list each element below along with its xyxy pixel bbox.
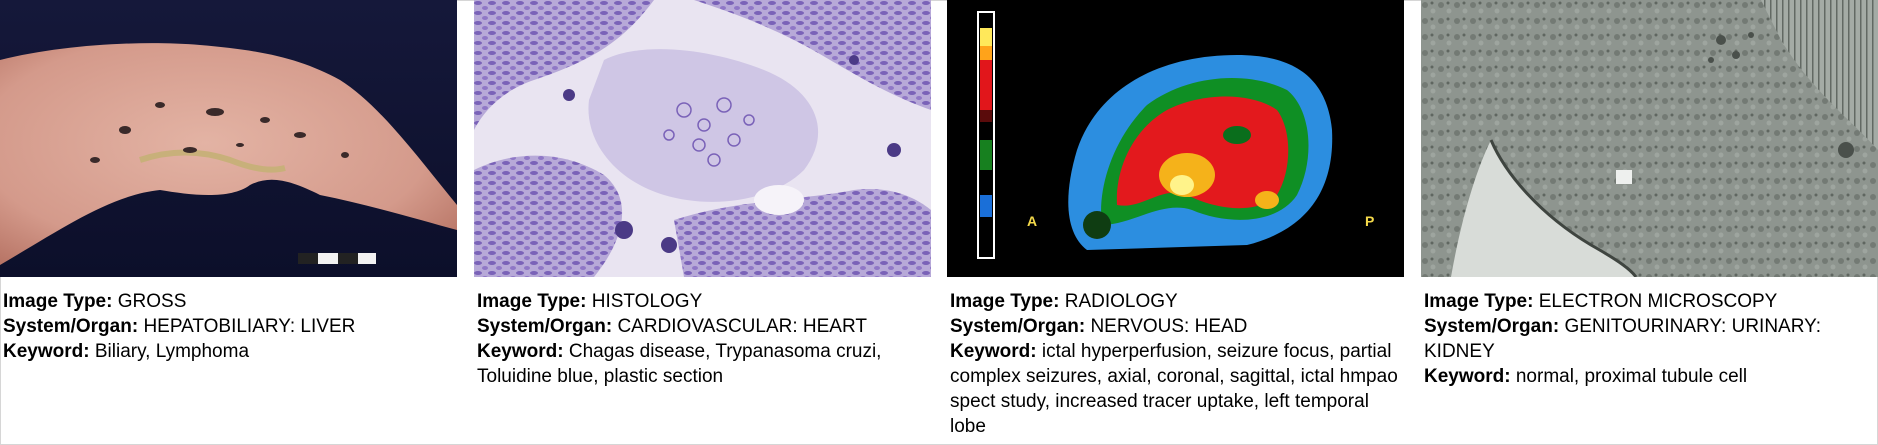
image-card-radiology[interactable]: A P Image Type: RADIOLOGY System/Organ: … xyxy=(947,0,1405,439)
keyword-value: Chagas disease, Trypanasoma cruzi, Tolui… xyxy=(477,341,882,387)
image-type-label: Image Type: xyxy=(1424,291,1534,312)
image-type-line: Image Type: RADIOLOGY xyxy=(950,289,1405,314)
electron-microscopy-kidney-image[interactable] xyxy=(1421,0,1878,277)
system-organ-value: CARDIOVASCULAR: HEART xyxy=(617,316,867,337)
card-caption: Image Type: RADIOLOGY System/Organ: NERV… xyxy=(947,289,1405,439)
system-organ-value: NERVOUS: HEAD xyxy=(1090,316,1248,337)
card-caption: Image Type: ELECTRON MICROSCOPY System/O… xyxy=(1421,289,1878,389)
posterior-label: P xyxy=(1365,213,1374,229)
image-type-label: Image Type: xyxy=(477,291,587,312)
keyword-label: Keyword: xyxy=(950,341,1037,362)
keyword-value: normal, proximal tubule cell xyxy=(1515,366,1748,387)
system-organ-label: System/Organ: xyxy=(477,316,613,337)
keyword-label: Keyword: xyxy=(3,341,90,362)
system-organ-label: System/Organ: xyxy=(1424,316,1560,337)
keyword-value: ictal hyperperfusion, seizure focus, par… xyxy=(950,341,1398,437)
card-caption: Image Type: GROSS System/Organ: HEPATOBI… xyxy=(0,289,458,364)
system-organ-line: System/Organ: CARDIOVASCULAR: HEART xyxy=(477,314,932,339)
image-type-value: RADIOLOGY xyxy=(1064,291,1178,312)
image-card-histology[interactable]: Image Type: HISTOLOGY System/Organ: CARD… xyxy=(474,0,932,389)
system-organ-line: System/Organ: HEPATOBILIARY: LIVER xyxy=(3,314,458,339)
anterior-label: A xyxy=(1027,213,1037,229)
image-type-value: GROSS xyxy=(117,291,187,312)
image-type-line: Image Type: GROSS xyxy=(3,289,458,314)
keyword-label: Keyword: xyxy=(477,341,564,362)
image-type-label: Image Type: xyxy=(950,291,1060,312)
image-card-electron-microscopy[interactable]: Image Type: ELECTRON MICROSCOPY System/O… xyxy=(1421,0,1878,389)
system-organ-value: GENITOURINARY: URINARY: KIDNEY xyxy=(1424,316,1822,362)
radiology-spect-image[interactable]: A P xyxy=(947,0,1404,277)
keyword-line: Keyword: ictal hyperperfusion, seizure f… xyxy=(950,339,1405,439)
system-organ-label: System/Organ: xyxy=(3,316,139,337)
image-type-label: Image Type: xyxy=(3,291,113,312)
gross-liver-image[interactable] xyxy=(0,0,457,277)
system-organ-line: System/Organ: NERVOUS: HEAD xyxy=(950,314,1405,339)
histology-heart-image[interactable] xyxy=(474,0,931,277)
system-organ-label: System/Organ: xyxy=(950,316,1086,337)
keyword-line: Keyword: Biliary, Lymphoma xyxy=(3,339,458,364)
image-card-gross[interactable]: Image Type: GROSS System/Organ: HEPATOBI… xyxy=(0,0,458,364)
keyword-value: Biliary, Lymphoma xyxy=(94,341,250,362)
keyword-label: Keyword: xyxy=(1424,366,1511,387)
system-organ-line: System/Organ: GENITOURINARY: URINARY: KI… xyxy=(1424,314,1878,364)
system-organ-value: HEPATOBILIARY: LIVER xyxy=(143,316,356,337)
image-type-value: HISTOLOGY xyxy=(591,291,703,312)
image-type-line: Image Type: HISTOLOGY xyxy=(477,289,932,314)
card-caption: Image Type: HISTOLOGY System/Organ: CARD… xyxy=(474,289,932,389)
image-type-line: Image Type: ELECTRON MICROSCOPY xyxy=(1424,289,1878,314)
image-type-value: ELECTRON MICROSCOPY xyxy=(1538,291,1778,312)
keyword-line: Keyword: Chagas disease, Trypanasoma cru… xyxy=(477,339,932,389)
keyword-line: Keyword: normal, proximal tubule cell xyxy=(1424,364,1878,389)
